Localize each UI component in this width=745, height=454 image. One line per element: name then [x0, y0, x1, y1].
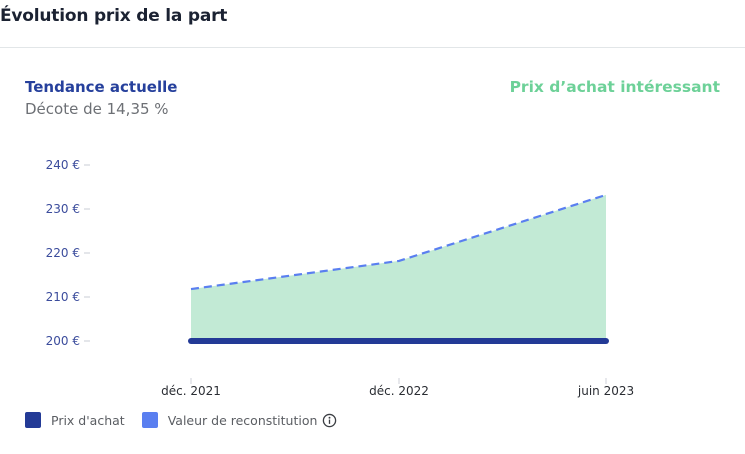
header-divider: [0, 47, 745, 48]
y-axis: 200 € 210 € 220 € 230 € 240 €: [46, 158, 90, 348]
x-tick-label: déc. 2021: [161, 384, 221, 398]
status-badge: Prix d’achat intéressant: [509, 78, 720, 96]
discount-area: [191, 194, 606, 341]
y-tick-label: 240 €: [46, 158, 80, 172]
chart-legend: Prix d'achat Valeur de reconstitution: [25, 412, 354, 428]
legend-label: Valeur de reconstitution: [167, 412, 318, 428]
y-tick-label: 230 €: [46, 202, 80, 216]
x-tick-label: déc. 2022: [369, 384, 429, 398]
trend-label: Tendance actuelle: [25, 78, 178, 96]
trend-value: Décote de 14,35 %: [25, 100, 169, 118]
legend-item-purchase-price: Prix d'achat: [25, 412, 125, 428]
reconstitution-value-line: [190, 193, 607, 291]
page-title: Évolution prix de la part: [0, 6, 228, 26]
x-tick-label: juin 2023: [577, 384, 634, 398]
reconstitution-value-swatch: [141, 412, 158, 428]
legend-label: Prix d'achat: [51, 412, 125, 428]
purchase-price-swatch: [25, 412, 41, 428]
y-tick-label: 210 €: [46, 290, 80, 304]
x-axis: déc. 2021 déc. 2022 juin 2023: [161, 378, 634, 398]
y-tick-label: 200 €: [46, 334, 80, 348]
info-icon[interactable]: [322, 413, 337, 428]
y-tick-label: 220 €: [46, 246, 80, 260]
legend-item-reconstitution-value: Valeur de reconstitution: [141, 412, 338, 428]
